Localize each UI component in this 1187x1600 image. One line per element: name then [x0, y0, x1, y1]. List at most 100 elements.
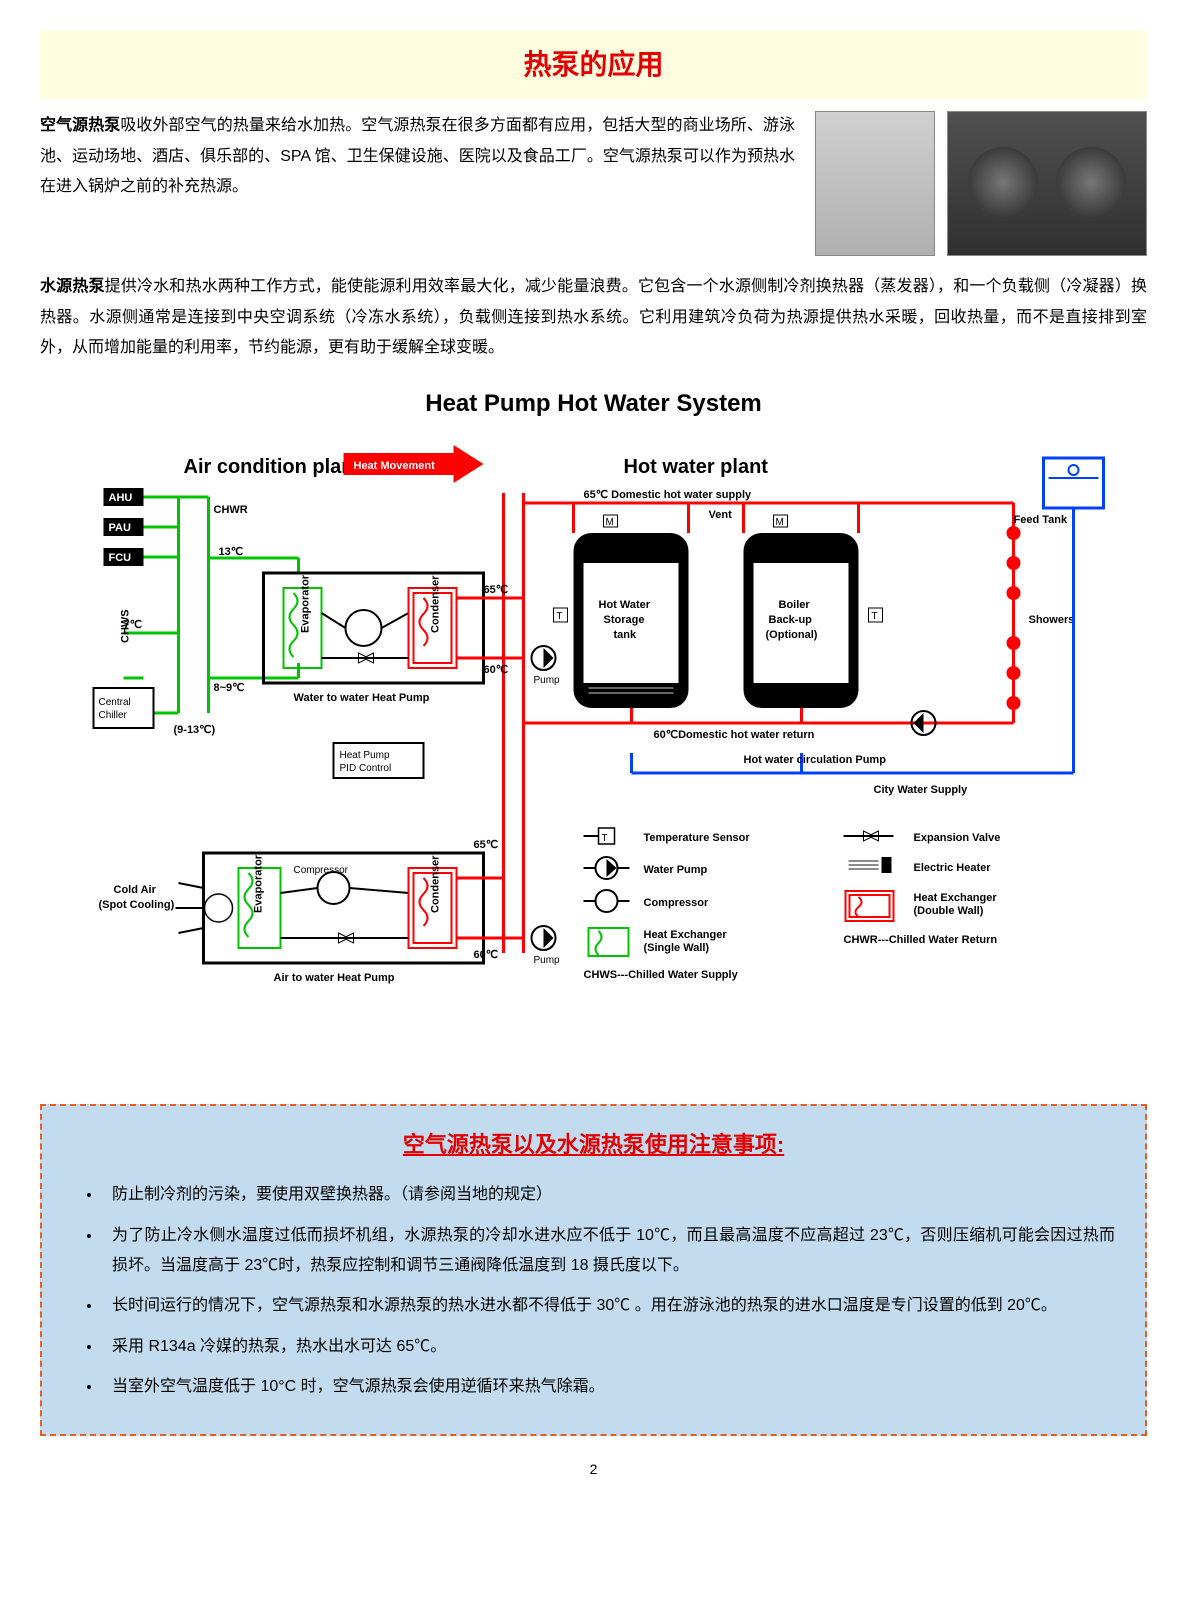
svg-text:T: T	[602, 833, 608, 844]
t913-label: (9-13℃)	[174, 724, 216, 736]
t89-label: 8~9℃	[214, 682, 245, 694]
svg-text:Temperature Sensor: Temperature Sensor	[644, 832, 751, 844]
svg-text:Heat Pump: Heat Pump	[340, 750, 390, 761]
svg-text:Expansion Valve: Expansion Valve	[914, 832, 1001, 844]
t65-2: 65℃	[474, 839, 499, 851]
svg-text:Condenser: Condenser	[430, 855, 442, 913]
intro-paragraph-2: 水源热泵提供冷水和热水两种工作方式，能使能源利用效率最大化，减少能量浪费。它包含…	[40, 272, 1147, 363]
svg-text:Feed Tank: Feed Tank	[1014, 514, 1068, 526]
svg-text:Hot water circulation Pump: Hot water circulation Pump	[744, 754, 887, 766]
a2w-heatpump: Evaporator Compressor Condenser Air to w…	[204, 853, 484, 984]
cold-air-label: Cold Air	[114, 884, 157, 896]
dhw-supply-label: 65℃ Domestic hot water supply	[584, 489, 752, 501]
svg-text:(Spot Cooling): (Spot Cooling)	[99, 899, 175, 911]
t60-2: 60℃	[474, 949, 499, 961]
legend: T Temperature Sensor Water Pump Compress…	[584, 828, 1001, 981]
svg-text:Storage: Storage	[604, 614, 645, 626]
svg-text:Pump: Pump	[534, 675, 561, 686]
svg-text:T: T	[557, 611, 563, 622]
pid-control-box: Heat Pump PID Control	[334, 743, 424, 778]
para2-bold: 水源热泵	[40, 278, 105, 295]
svg-text:PAU: PAU	[109, 522, 131, 534]
dhw-return-label: 60℃Domestic hot water return	[654, 729, 815, 741]
svg-text:AHU: AHU	[109, 492, 133, 504]
svg-text:Back-up: Back-up	[769, 614, 813, 626]
heat-pump-unit-image-2	[947, 111, 1147, 256]
svg-text:Evaporator: Evaporator	[300, 574, 312, 633]
svg-text:M: M	[606, 517, 614, 528]
hot-water-lines-2	[457, 878, 524, 938]
notes-title: 空气源热泵以及水源热泵使用注意事项:	[72, 1124, 1115, 1166]
svg-text:Condenser: Condenser	[430, 575, 442, 633]
svg-text:CHWR---Chilled Water Return: CHWR---Chilled Water Return	[844, 934, 998, 946]
para2-text: 提供冷水和热水两种工作方式，能使能源利用效率最大化，减少能量浪费。它包含一个水源…	[40, 278, 1147, 356]
note-item: 当室外空气温度低于 10°C 时，空气源热泵会使用逆循环来热气除霜。	[102, 1372, 1115, 1402]
svg-text:Heat Movement: Heat Movement	[354, 460, 436, 472]
svg-text:Chiller: Chiller	[99, 710, 128, 721]
chwr-label: CHWR	[214, 504, 248, 516]
notes-box: 空气源热泵以及水源热泵使用注意事项: 防止制冷剂的污染，要使用双壁换热器。（请参…	[40, 1104, 1147, 1436]
note-item: 为了防止冷水侧水温度过低而损坏机组，水源热泵的冷却水进水应不低于 10℃，而且最…	[102, 1221, 1115, 1282]
para1-bold: 空气源热泵	[40, 117, 120, 134]
note-item: 采用 R134a 冷媒的热泵，热水出水可达 65℃。	[102, 1332, 1115, 1362]
diagram-title: Heat Pump Hot Water System	[40, 381, 1147, 427]
intro-section: 空气源热泵吸收外部空气的热量来给水加热。空气源热泵在很多方面都有应用，包括大型的…	[40, 111, 1147, 256]
svg-text:Water to water Heat Pump: Water to water Heat Pump	[294, 692, 430, 704]
svg-text:Air to water Heat Pump: Air to water Heat Pump	[274, 972, 395, 984]
hwp-label: Hot water plant	[624, 456, 769, 478]
w2w-heatpump: Evaporator Condenser Water to water Heat…	[264, 573, 484, 704]
t60-1: 60℃	[484, 664, 509, 676]
svg-text:M: M	[776, 517, 784, 528]
cold-air-arrows	[176, 883, 204, 933]
para1-text: 吸收外部空气的热量来给水加热。空气源热泵在很多方面都有应用，包括大型的商业场所、…	[40, 117, 795, 195]
svg-text:Compressor: Compressor	[294, 865, 349, 876]
note-item: 长时间运行的情况下，空气源热泵和水源热泵的热水进水都不得低于 30℃ 。用在游泳…	[102, 1291, 1115, 1321]
chilled-water-lines	[124, 497, 299, 713]
svg-text:Central: Central	[99, 697, 131, 708]
diagram-svg: Air condition plant Hot water plant Heat…	[40, 433, 1147, 1073]
page-number: 2	[40, 1456, 1147, 1483]
heat-pump-unit-image-1	[815, 111, 935, 256]
svg-text:Hot Water: Hot Water	[599, 599, 651, 611]
svg-text:Heat Exchanger: Heat Exchanger	[644, 929, 728, 941]
pump-1: Pump	[532, 646, 561, 686]
hw-storage-tank: Hot Water Storage tank	[574, 533, 689, 708]
system-diagram: Heat Pump Hot Water System Air condition…	[40, 381, 1147, 1084]
notes-list: 防止制冷剂的污染，要使用双壁换热器。（请参阅当地的规定） 为了防止冷水侧水温度过…	[72, 1180, 1115, 1402]
intro-paragraph-1: 空气源热泵吸收外部空气的热量来给水加热。空气源热泵在很多方面都有应用，包括大型的…	[40, 111, 795, 202]
acp-label: Air condition plant	[184, 456, 361, 478]
svg-text:Water Pump: Water Pump	[644, 864, 708, 876]
pump-2: Pump	[532, 926, 561, 966]
page-title: 热泵的应用	[40, 38, 1147, 91]
svg-text:Electric Heater: Electric Heater	[914, 862, 992, 874]
vent-label: Vent	[709, 509, 733, 521]
pau-box: PAU	[104, 518, 144, 536]
t7-label: 7℃	[124, 619, 142, 631]
svg-text:Compressor: Compressor	[644, 897, 710, 909]
svg-text:Showers: Showers	[1029, 614, 1075, 626]
svg-text:CHWS---Chilled Water Supply: CHWS---Chilled Water Supply	[584, 969, 739, 981]
svg-text:(Optional): (Optional)	[766, 629, 818, 641]
svg-text:(Double Wall): (Double Wall)	[914, 905, 984, 917]
ahu-box: AHU	[104, 488, 144, 506]
svg-text:FCU: FCU	[109, 552, 132, 564]
svg-text:Boiler: Boiler	[779, 599, 811, 611]
heat-movement-arrow: Heat Movement	[344, 445, 484, 483]
svg-text:Heat Exchanger: Heat Exchanger	[914, 892, 998, 904]
hot-water-lines-1	[457, 493, 524, 953]
showers: Showers	[1008, 527, 1075, 709]
central-chiller: Central Chiller	[94, 688, 154, 728]
svg-text:(Single Wall): (Single Wall)	[644, 942, 710, 954]
svg-text:PID Control: PID Control	[340, 763, 392, 774]
title-banner: 热泵的应用	[40, 30, 1147, 99]
svg-text:Evaporator: Evaporator	[253, 854, 265, 913]
boiler-backup: Boiler Back-up (Optional)	[744, 533, 859, 708]
svg-text:T: T	[872, 611, 878, 622]
svg-text:tank: tank	[614, 629, 638, 641]
t13-label: 13℃	[219, 546, 244, 558]
note-item: 防止制冷剂的污染，要使用双壁换热器。（请参阅当地的规定）	[102, 1180, 1115, 1210]
svg-text:Pump: Pump	[534, 955, 561, 966]
fcu-box: FCU	[104, 548, 144, 566]
t65-1: 65℃	[484, 584, 509, 596]
product-images	[815, 111, 1147, 256]
